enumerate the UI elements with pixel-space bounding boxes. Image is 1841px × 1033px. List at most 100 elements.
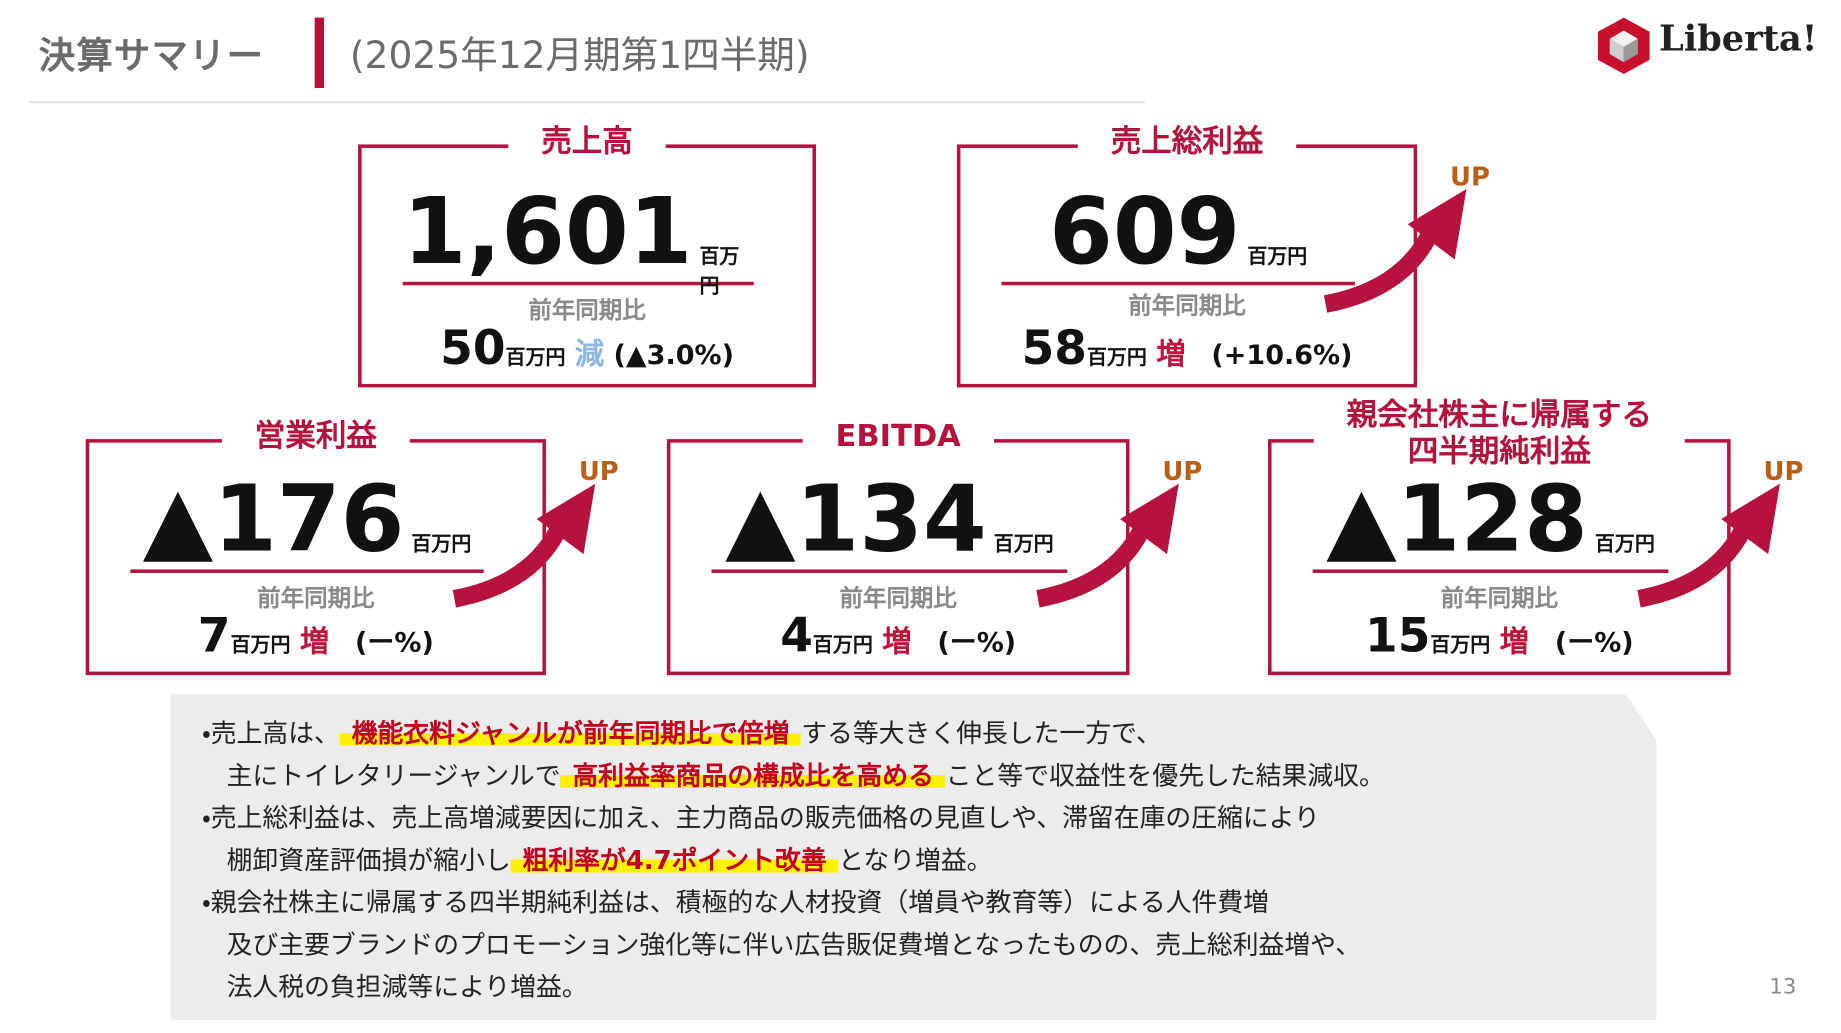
note-text: ・売上総利益は、売上高増減要因に加え、主力商品の販売価格の見直しや、滞留在庫の圧… bbox=[201, 804, 1320, 834]
compare-label: 前年同期比 bbox=[1440, 583, 1559, 612]
arrow-head bbox=[536, 483, 596, 555]
up-badge: UP bbox=[1763, 457, 1804, 488]
arrow-shaft bbox=[1637, 526, 1751, 608]
note-line: 及び主要ブランドのプロモーション強化等に伴い広告販促費増となったものの、売上総利… bbox=[227, 924, 1361, 962]
up-arrow bbox=[452, 483, 596, 608]
note-text: する等大きく伸長した一方で、 bbox=[801, 719, 1162, 750]
kpi-card: 売上総利益 609 百万円 前年同期比 58 百万円増 (+10.6%) bbox=[956, 124, 1418, 388]
change-direction: 増 bbox=[882, 624, 912, 659]
note-text: 棚卸資産評価損が縮小し bbox=[226, 846, 511, 876]
note-text: ・親会社株主に帰属する四半期純利益は、積極的な人材投資（増員や教育等）による人件… bbox=[201, 888, 1270, 919]
note-line: ・売上高は、 機能衣料ジャンルが前年同期比で倍増 する等大きく伸長した一方で、 bbox=[202, 713, 1162, 751]
kpi-unit: 百万円 bbox=[1247, 245, 1308, 269]
change-unit: 百万円 bbox=[230, 634, 291, 658]
note-line: 主にトイレタリージャンルで 高利益率商品の構成比を高める こと等で収益性を優先した結… bbox=[227, 755, 1385, 793]
kpi-unit: 百万円 bbox=[699, 245, 740, 299]
change-rate: (ー%) bbox=[937, 628, 1017, 659]
change-direction: 増 bbox=[1156, 336, 1186, 372]
note-text: 主にトイレタリージャンルで bbox=[226, 761, 561, 792]
compare-label: 前年同期比 bbox=[1128, 291, 1246, 320]
kpi-value: ▲128 bbox=[1326, 467, 1588, 573]
card-title: 売上高 bbox=[508, 124, 666, 161]
change-unit: 百万円 bbox=[505, 346, 566, 370]
change-value: 50 bbox=[440, 321, 506, 376]
kpi-card: 営業利益 ▲176 百万円 前年同期比 7 百万円増 (ー%) bbox=[85, 419, 546, 676]
title: 決算サマリー bbox=[38, 35, 265, 78]
card-title: 営業利益 bbox=[221, 419, 410, 456]
compare-label: 前年同期比 bbox=[528, 295, 646, 325]
up-arrow bbox=[1637, 483, 1780, 608]
note-text: 及び主要ブランドのプロモーション強化等に伴い広告販促費増となったものの、売上総利… bbox=[226, 931, 1362, 961]
card-title-line: 四半期純利益 bbox=[1407, 434, 1591, 470]
up-arrow bbox=[1323, 189, 1467, 313]
change-unit: 百万円 bbox=[812, 634, 873, 658]
kpi-unit: 百万円 bbox=[411, 533, 472, 557]
highlight-text: 粗利率が4.7ポイント改善 bbox=[510, 846, 839, 876]
header-rule bbox=[29, 100, 1145, 104]
compare-label: 前年同期比 bbox=[257, 583, 375, 612]
note-text: こと等で収益性を優先した結果減収。 bbox=[945, 761, 1385, 792]
note-line: ・売上総利益は、売上高増減要因に加え、主力商品の販売価格の見直しや、滞留在庫の圧… bbox=[202, 797, 1320, 835]
arrow-head bbox=[1120, 483, 1179, 555]
change-row: 15 百万円増 (ー%) bbox=[1272, 609, 1728, 663]
up-badge: UP bbox=[578, 457, 619, 488]
up-arrow bbox=[1036, 483, 1179, 608]
note-line: ・親会社株主に帰属する四半期純利益は、積極的な人材投資（増員や教育等）による人件… bbox=[202, 882, 1269, 920]
change-rate: (+10.6%) bbox=[1211, 340, 1353, 372]
change-value: 4 bbox=[780, 609, 813, 664]
change-direction: 増 bbox=[299, 624, 330, 659]
kpi-value: 609 bbox=[1049, 179, 1241, 286]
highlight-text: 高利益率商品の構成比を高める bbox=[560, 762, 946, 792]
value-row: ▲176 百万円 bbox=[130, 467, 484, 573]
change-rate: (ー%) bbox=[355, 628, 434, 659]
kpi-unit: 百万円 bbox=[1594, 533, 1655, 557]
note-line: 法人税の負担減等により増益。 bbox=[227, 966, 588, 1004]
arrow-head bbox=[1721, 483, 1780, 555]
logo-text: Liberta! bbox=[1659, 18, 1818, 60]
page-number: 13 bbox=[1769, 974, 1797, 1000]
kpi-value: 1,601 bbox=[402, 179, 693, 286]
kpi-card: 売上高 1,601 百万円 前年同期比 50 百万円減 (▲3.0%) bbox=[358, 124, 816, 388]
kpi-card: 親会社株主に帰属する 四半期純利益 ▲128 百万円 前年同期比 15 百万円増 (ー%) bbox=[1268, 398, 1731, 676]
change-value: 15 bbox=[1365, 609, 1431, 664]
note-text: となり増益。 bbox=[838, 846, 993, 876]
card-title: 売上総利益 bbox=[1077, 124, 1297, 161]
arrow-shaft bbox=[1036, 526, 1150, 608]
value-row: 1,601 百万円 bbox=[402, 179, 754, 298]
kpi-value: ▲176 bbox=[142, 467, 405, 573]
change-row: 4 百万円増 (ー%) bbox=[670, 609, 1126, 663]
change-rate: (ー%) bbox=[1554, 628, 1634, 659]
note-text: ・売上高は、 bbox=[201, 719, 340, 750]
value-row: ▲128 百万円 bbox=[1312, 467, 1669, 573]
change-direction: 増 bbox=[1499, 624, 1530, 659]
logo-icon bbox=[1597, 17, 1650, 74]
kpi-unit: 百万円 bbox=[993, 533, 1054, 557]
note-text: 法人税の負担減等により増益。 bbox=[226, 973, 588, 1003]
change-value: 58 bbox=[1021, 321, 1087, 376]
kpi-value: ▲134 bbox=[725, 467, 987, 573]
compare-label: 前年同期比 bbox=[839, 583, 957, 612]
value-row: 609 百万円 bbox=[1001, 179, 1355, 286]
value-row: ▲134 百万円 bbox=[711, 467, 1068, 573]
change-row: 50 百万円減 (▲3.0%) bbox=[362, 322, 813, 376]
change-rate: (▲3.0%) bbox=[613, 340, 734, 372]
note-line: 棚卸資産評価損が縮小し 粗利率が4.7ポイント改善 となり増益。 bbox=[227, 839, 993, 877]
up-badge: UP bbox=[1450, 163, 1490, 193]
card-title-line: 親会社株主に帰属する bbox=[1346, 398, 1652, 434]
title-divider bbox=[314, 17, 325, 89]
change-row: 7 百万円増 (ー%) bbox=[89, 609, 542, 663]
arrow-head bbox=[1407, 189, 1467, 260]
arrow-shaft bbox=[1323, 231, 1437, 313]
arrow-shaft bbox=[452, 526, 566, 608]
subtitle: (2025年12月期第1四半期) bbox=[349, 32, 810, 78]
up-badge: UP bbox=[1162, 457, 1203, 488]
change-direction: 減 bbox=[574, 336, 605, 372]
highlight-text: 機能衣料ジャンルが前年同期比で倍増 bbox=[339, 719, 802, 750]
card-title: EBITDA bbox=[802, 419, 994, 456]
change-row: 58 百万円増 (+10.6%) bbox=[960, 322, 1413, 376]
change-unit: 百万円 bbox=[1086, 346, 1147, 370]
change-unit: 百万円 bbox=[1430, 634, 1491, 658]
card-title: 親会社株主に帰属する 四半期純利益 bbox=[1313, 398, 1685, 471]
